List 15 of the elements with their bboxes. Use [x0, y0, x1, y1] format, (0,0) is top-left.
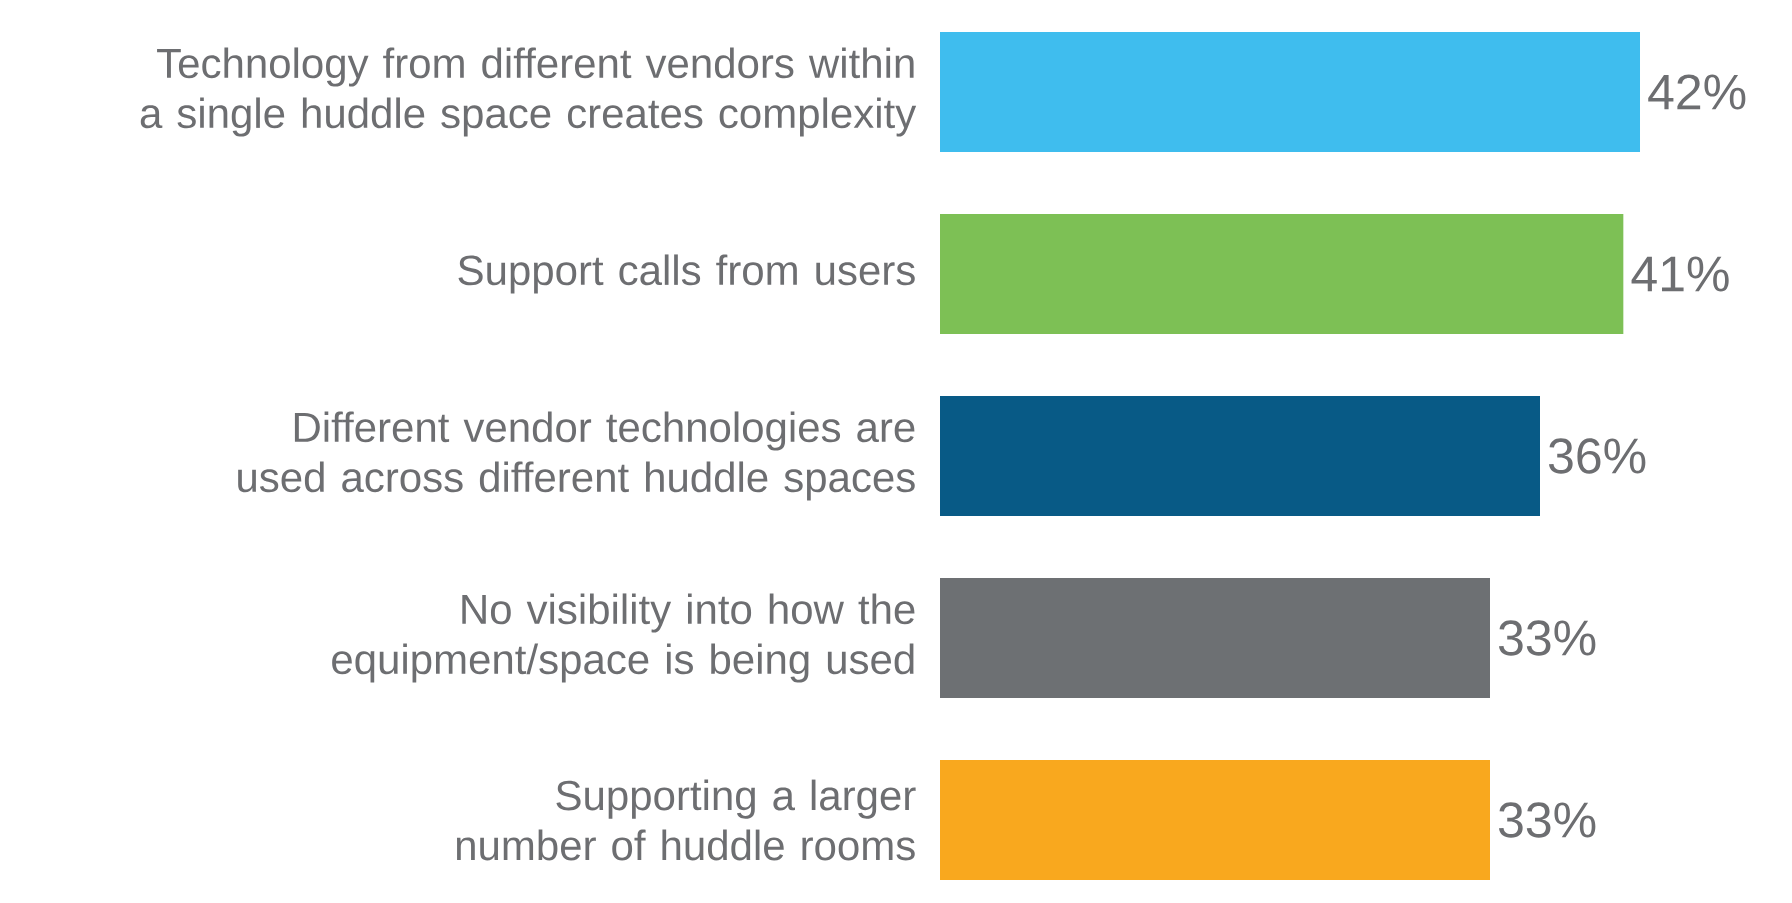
bar [940, 396, 1540, 516]
bar [940, 760, 1490, 880]
bar [940, 214, 1624, 334]
data-label: 33% [1498, 802, 1596, 838]
bar [940, 32, 1640, 152]
y-tick-label: Technology from different vendors within a single huddle space creates complexity [140, 47, 917, 137]
y-tick-label: Supporting a larger number of huddle rooms [456, 779, 916, 861]
bar [940, 578, 1490, 698]
data-label: 41% [1631, 256, 1729, 292]
y-tick-label: Support calls from users [458, 254, 915, 294]
y-tick-label: Different vendor technologies are used across different huddle spaces [238, 411, 915, 501]
data-label: 36% [1548, 438, 1646, 474]
data-label: 33% [1498, 620, 1596, 656]
y-tick-label: No visibility into how the equipment/space is being used [332, 593, 915, 683]
data-label: 42% [1648, 74, 1746, 110]
